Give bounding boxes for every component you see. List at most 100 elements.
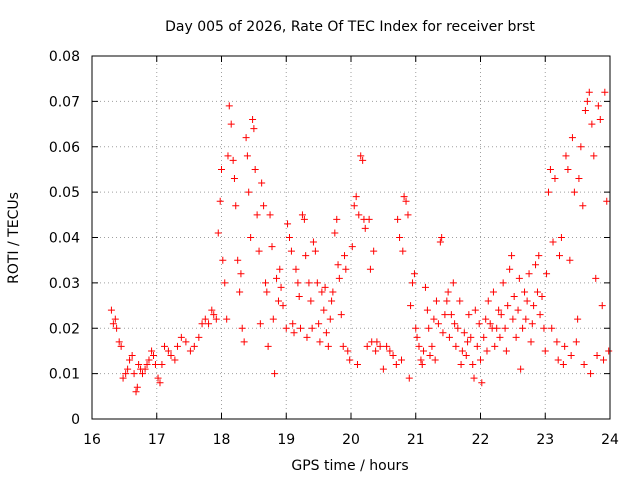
data-point [580, 361, 588, 369]
data-point [502, 347, 510, 355]
data-point [540, 324, 548, 332]
data-point [164, 347, 172, 355]
data-point [432, 297, 440, 305]
data-point [264, 342, 272, 350]
data-point [243, 152, 251, 160]
data-point [300, 215, 308, 223]
data-point [574, 315, 582, 323]
x-tick-label: 20 [342, 432, 360, 448]
data-point [425, 324, 433, 332]
data-point [535, 252, 543, 260]
data-point [219, 256, 227, 264]
data-point [548, 324, 556, 332]
data-point [303, 333, 311, 341]
y-tick-label: 0.07 [49, 94, 80, 110]
data-point [292, 265, 300, 273]
data-point [311, 247, 319, 255]
data-point [426, 351, 434, 359]
data-point [480, 333, 488, 341]
data-point [212, 315, 220, 323]
data-point [355, 211, 363, 219]
data-point [561, 342, 569, 350]
data-point [428, 342, 436, 350]
data-point [268, 243, 276, 251]
data-point [564, 165, 572, 173]
data-point [436, 238, 444, 246]
y-tick-label: 0.03 [49, 276, 80, 292]
data-point [553, 338, 561, 346]
data-point [596, 116, 604, 124]
data-point [532, 261, 540, 269]
data-point [538, 292, 546, 300]
data-point [543, 270, 551, 278]
data-point [372, 347, 380, 355]
data-point [344, 347, 352, 355]
data-point [321, 283, 329, 291]
data-point [554, 356, 562, 364]
data-point [504, 302, 512, 310]
data-point [269, 315, 277, 323]
data-point [423, 306, 431, 314]
data-point [467, 333, 475, 341]
data-point [182, 338, 190, 346]
data-point [139, 370, 147, 378]
data-point [501, 324, 509, 332]
data-point [536, 311, 544, 319]
y-tick-labels: 0 0.01 0.02 0.03 0.04 0.05 0.06 0.07 0.08 [49, 49, 80, 428]
data-point [508, 252, 516, 260]
data-point [469, 361, 477, 369]
data-point [486, 320, 494, 328]
data-point [600, 356, 608, 364]
data-point [577, 143, 585, 151]
x-tick-labels: 16 17 18 19 20 21 22 23 24 [83, 432, 619, 448]
data-point [588, 120, 596, 128]
data-point [409, 279, 417, 287]
data-point [559, 361, 567, 369]
data-point [489, 288, 497, 296]
data-point [247, 234, 255, 241]
data-point [143, 361, 151, 369]
data-point [221, 279, 229, 287]
data-point [497, 311, 505, 319]
data-point [216, 197, 224, 205]
x-tick-label: 22 [472, 432, 490, 448]
data-point [324, 342, 332, 350]
data-point [593, 351, 601, 359]
data-point [214, 229, 222, 237]
data-point [449, 279, 457, 287]
data-point [544, 188, 552, 196]
data-point [287, 247, 295, 255]
data-point [250, 125, 258, 133]
data-point [567, 351, 575, 359]
data-point [405, 374, 413, 382]
data-point [249, 116, 257, 124]
data-point [431, 356, 439, 364]
data-point [383, 342, 391, 350]
data-point [128, 351, 136, 359]
data-point [562, 152, 570, 160]
data-point [365, 215, 373, 223]
data-point [167, 351, 175, 359]
data-point [350, 202, 358, 210]
data-point [522, 315, 530, 323]
data-point [598, 302, 606, 310]
data-point [484, 297, 492, 305]
data-point [439, 329, 447, 337]
data-point [454, 324, 462, 332]
data-point [262, 279, 270, 287]
data-point [282, 324, 290, 332]
y-tick-label: 0.02 [49, 321, 80, 337]
data-point [413, 333, 421, 341]
data-point [352, 193, 360, 201]
data-point [326, 315, 334, 323]
data-point [546, 165, 554, 173]
data-point [583, 97, 591, 105]
data-point [495, 306, 503, 314]
data-point [396, 234, 404, 241]
data-point [603, 197, 611, 205]
data-point [171, 356, 179, 364]
data-point [491, 342, 499, 350]
data-point [186, 347, 194, 355]
data-point [238, 324, 246, 332]
data-point [190, 342, 198, 350]
